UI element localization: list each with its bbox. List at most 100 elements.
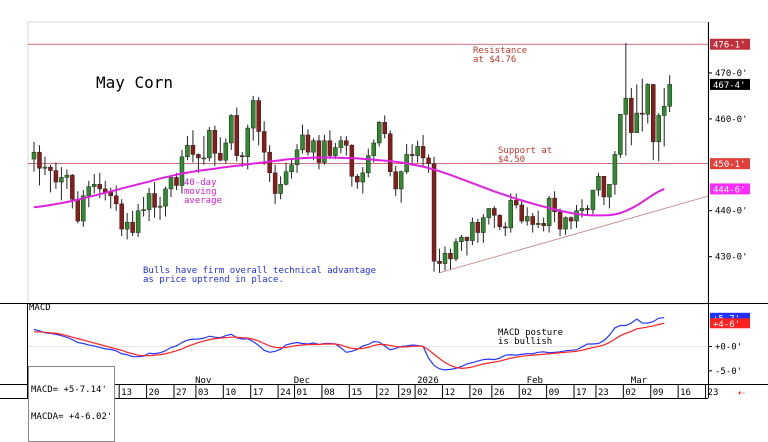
candle-body	[152, 193, 157, 208]
candle-body	[640, 112, 645, 115]
candle-body	[316, 140, 322, 163]
price-y-tick-label: 430-0'	[715, 253, 748, 263]
price-label-text: 450-1'	[713, 160, 746, 170]
candle-body	[431, 163, 437, 262]
candle-body	[409, 154, 415, 156]
chart-svg: 470-0' 460-0' 440-0' 430-0' 476-1' 467-4' 450-…	[0, 21, 768, 399]
candle-body	[86, 186, 92, 197]
technical-annotation: Bulls have firm overall technical advant…	[143, 266, 376, 285]
candle-body	[223, 142, 229, 161]
candle-body	[481, 217, 486, 233]
candle-body	[305, 134, 311, 153]
x-tick-label: 02	[625, 388, 636, 398]
candle-body	[229, 115, 234, 144]
candle-body	[437, 261, 442, 264]
corn-chart: 470-0' 460-0' 440-0' 430-0' 476-1' 467-4' 450-…	[0, 21, 768, 442]
candle-body	[250, 100, 256, 129]
candle-body	[196, 154, 201, 159]
support-annotation: Support at $4.50	[498, 146, 553, 165]
candle-body	[486, 208, 492, 218]
candle-body	[393, 171, 398, 190]
candle-body	[355, 176, 360, 183]
candle-body	[590, 189, 596, 210]
candle-body	[645, 84, 651, 115]
macda-readout-value: MACDA= +4-6.02'	[31, 412, 113, 422]
x-tick-label: 08	[324, 388, 335, 398]
price-label-text: 476-1'	[713, 41, 746, 51]
candle-body	[59, 177, 64, 183]
candle-body	[53, 170, 59, 183]
candle-body	[524, 216, 530, 222]
candle-body	[415, 146, 420, 156]
candle-body	[289, 164, 294, 172]
candle-body	[97, 184, 103, 190]
price-label-box	[710, 38, 750, 50]
x-tick-label: 23	[708, 388, 719, 398]
candle-body	[322, 140, 327, 163]
price-label-box	[710, 158, 750, 170]
candle-body	[442, 252, 448, 264]
month-label: Dec	[294, 376, 310, 386]
candle-body	[607, 184, 612, 198]
x-tick-label: 24	[280, 388, 291, 398]
x-tick-label: 02	[417, 388, 428, 398]
candle-body	[31, 151, 37, 160]
candle-body	[629, 97, 634, 133]
macd-y-tick-label: +0-0'	[715, 342, 742, 352]
candle-body	[398, 171, 404, 190]
candle-body	[601, 176, 607, 198]
candle-body	[119, 203, 124, 230]
candle-body	[453, 241, 459, 260]
macd-readout: MACD= +5-7.14' MACDA= +4-6.02'	[28, 366, 116, 442]
x-tick-label: 13	[121, 388, 132, 398]
macd-line	[33, 317, 665, 371]
candle-body	[75, 198, 81, 222]
x-tick-label: 29	[401, 388, 412, 398]
x-tick-label: 09	[549, 388, 560, 398]
candle-body	[294, 149, 300, 166]
candle-body	[470, 221, 475, 241]
candle-body	[174, 177, 179, 186]
candle-body	[130, 221, 135, 233]
candle-body	[239, 155, 245, 158]
candle-body	[557, 211, 563, 230]
month-label: Nov	[195, 376, 211, 386]
x-tick-label: 15	[351, 388, 362, 398]
candle-body	[108, 192, 113, 197]
x-tick-label: 26	[494, 388, 505, 398]
candle-body	[382, 122, 387, 135]
price-label-text: 467-4'	[713, 81, 746, 91]
month-label: Mar	[631, 376, 648, 386]
candle-body	[513, 200, 519, 206]
candle-body	[163, 188, 168, 207]
candle-body	[568, 217, 574, 222]
candle-body	[596, 176, 601, 191]
resistance-annotation: Resistance at $4.76	[473, 46, 528, 65]
candle-body	[497, 215, 503, 228]
x-tick-label: 23	[598, 388, 609, 398]
candle-body	[190, 145, 196, 155]
candle-body	[333, 147, 338, 156]
candle-body	[168, 177, 174, 190]
candle-body	[278, 184, 283, 194]
candle-body	[360, 172, 366, 183]
candle-body	[218, 153, 223, 161]
candle-body	[535, 223, 541, 225]
chart-title: May Corn	[96, 73, 174, 92]
candle-body	[64, 174, 70, 178]
candle-body	[272, 172, 278, 194]
candle-body	[37, 151, 42, 169]
candle-body	[475, 221, 481, 233]
candle-body	[141, 209, 146, 211]
candle-body	[426, 157, 431, 164]
moving-average-annotation: 40-day moving average	[184, 178, 222, 206]
x-tick-label: 09	[653, 388, 664, 398]
axis-layer: 470-0' 460-0' 440-0' 430-0' 476-1' 467-4' 450-…	[36, 38, 750, 399]
candle-body	[459, 236, 464, 242]
macd-label-box	[710, 312, 750, 323]
candle-body	[503, 226, 508, 229]
candle-body	[667, 84, 672, 107]
candle-body	[508, 200, 514, 229]
candle-body	[212, 130, 218, 154]
x-tick-label: 17	[576, 388, 587, 398]
